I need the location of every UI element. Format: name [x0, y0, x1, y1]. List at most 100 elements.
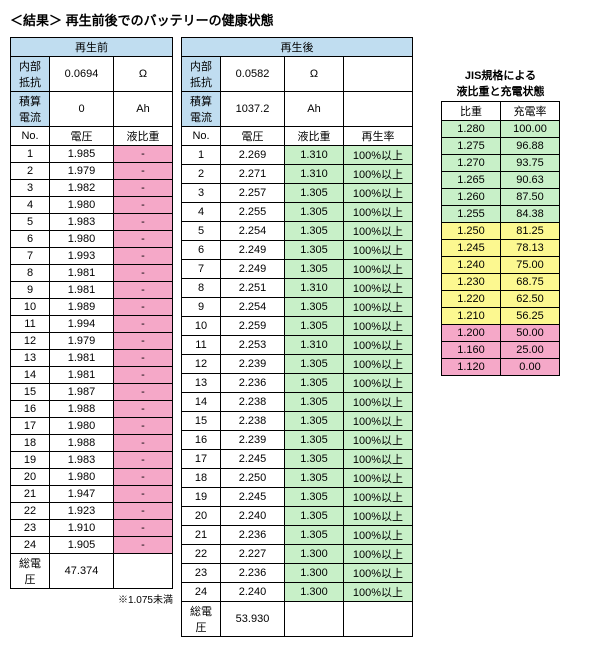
cell: 100%以上	[344, 165, 413, 184]
cell: -	[114, 350, 173, 367]
cell: 1.310	[285, 336, 344, 355]
cell: 2.271	[221, 165, 285, 184]
cell: 100%以上	[344, 488, 413, 507]
cell: 2.249	[221, 260, 285, 279]
cell: -	[114, 282, 173, 299]
cell: 8	[182, 279, 221, 298]
cell: 100%以上	[344, 355, 413, 374]
cell: -	[114, 537, 173, 554]
cell: 1.980	[50, 231, 114, 248]
cell: 1.305	[285, 317, 344, 336]
cell: 18	[182, 469, 221, 488]
cell: 2.251	[221, 279, 285, 298]
cell: 2.259	[221, 317, 285, 336]
cell: 100%以上	[344, 507, 413, 526]
cell: 1.305	[285, 450, 344, 469]
cell: 13	[11, 350, 50, 367]
cell: 100%以上	[344, 412, 413, 431]
cell: 1.305	[285, 260, 344, 279]
cell: 100%以上	[344, 526, 413, 545]
jis-table: 比重充電率1.280100.001.27596.881.27093.751.26…	[441, 101, 560, 376]
cell: 1.255	[442, 206, 501, 223]
cell: 24	[11, 537, 50, 554]
cell: 1	[182, 146, 221, 165]
cell: -	[114, 163, 173, 180]
cell: -	[114, 486, 173, 503]
cell: 21	[182, 526, 221, 545]
cell: 2.240	[221, 507, 285, 526]
cell: 6	[182, 241, 221, 260]
cell: 100%以上	[344, 203, 413, 222]
cell: 1.270	[442, 155, 501, 172]
cell: 1.200	[442, 325, 501, 342]
cell: Ah	[114, 92, 173, 127]
cell: 2.255	[221, 203, 285, 222]
col-header: 再生率	[344, 127, 413, 146]
cell: -	[114, 231, 173, 248]
cell: 100%以上	[344, 545, 413, 564]
cell: 78.13	[501, 240, 560, 257]
cell: 23	[11, 520, 50, 537]
jis-block: JIS規格による液比重と充電状態 比重充電率1.280100.001.27596…	[441, 67, 560, 376]
cell: 1.980	[50, 197, 114, 214]
cell: 2.257	[221, 184, 285, 203]
cell: 積算電流	[182, 92, 221, 127]
cell: -	[114, 146, 173, 163]
cell: -	[114, 435, 173, 452]
cell: 1.979	[50, 333, 114, 350]
cell: 1.981	[50, 350, 114, 367]
cell: 総電圧	[182, 602, 221, 637]
cell: -	[114, 248, 173, 265]
cell: 1.305	[285, 298, 344, 317]
cell: 1.305	[285, 241, 344, 260]
cell: 1.250	[442, 223, 501, 240]
cell: 1.220	[442, 291, 501, 308]
cell: 1.305	[285, 488, 344, 507]
cell: 16	[11, 401, 50, 418]
cell: 11	[11, 316, 50, 333]
cell: 81.25	[501, 223, 560, 240]
cell: -	[114, 333, 173, 350]
cell: 11	[182, 336, 221, 355]
cell: 47.374	[50, 554, 114, 589]
cell: 3	[182, 184, 221, 203]
cell: 1.300	[285, 564, 344, 583]
cell: 23	[182, 564, 221, 583]
cell: 100%以上	[344, 564, 413, 583]
cell: 84.38	[501, 206, 560, 223]
cell: 24	[182, 583, 221, 602]
col-header: 電圧	[50, 127, 114, 146]
cell: 100%以上	[344, 374, 413, 393]
cell: 1.987	[50, 384, 114, 401]
cell: 2.253	[221, 336, 285, 355]
table-heading: 再生前	[11, 38, 173, 57]
cell: 9	[182, 298, 221, 317]
cell: 16	[182, 431, 221, 450]
cell: -	[114, 418, 173, 435]
cell: -	[114, 503, 173, 520]
cell: 100%以上	[344, 450, 413, 469]
cell: 2	[182, 165, 221, 184]
cell: 87.50	[501, 189, 560, 206]
cell: 2.245	[221, 450, 285, 469]
cell: 積算電流	[11, 92, 50, 127]
cell: 2.238	[221, 412, 285, 431]
cell: 0.0694	[50, 57, 114, 92]
cell: 4	[182, 203, 221, 222]
cell: 100%以上	[344, 260, 413, 279]
cell: 100%以上	[344, 146, 413, 165]
cell: 2.239	[221, 431, 285, 450]
cell: 1.240	[442, 257, 501, 274]
cell: 2.254	[221, 222, 285, 241]
cell: 内部抵抗	[182, 57, 221, 92]
cell: 1.300	[285, 583, 344, 602]
cell: -	[114, 452, 173, 469]
cell: 100%以上	[344, 279, 413, 298]
cell: 17	[11, 418, 50, 435]
cell: -	[114, 214, 173, 231]
cell: 22	[182, 545, 221, 564]
cell: 22	[11, 503, 50, 520]
cell: 53.930	[221, 602, 285, 637]
cell: 0	[50, 92, 114, 127]
cell: 15	[11, 384, 50, 401]
